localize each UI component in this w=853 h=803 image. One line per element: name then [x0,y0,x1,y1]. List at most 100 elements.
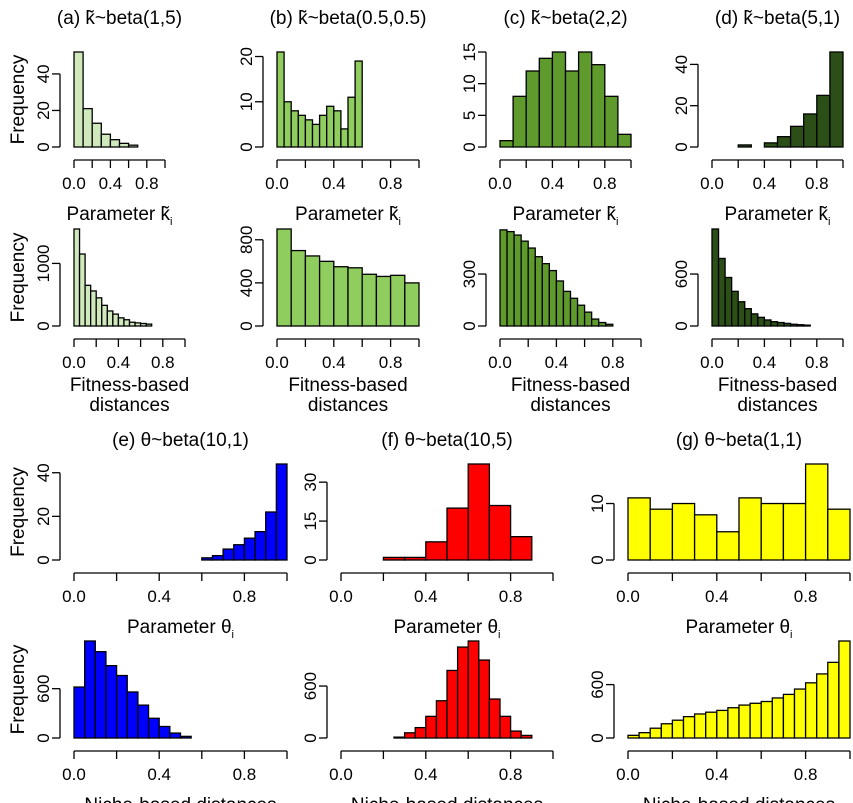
y-tick-label: 800 [237,226,256,254]
bar [91,122,102,148]
bar [73,228,81,327]
x-tick-label: 0.0 [62,174,86,193]
bar [649,727,662,739]
y-tick-label: 30 [301,473,320,492]
bar [737,301,746,327]
bar [757,316,766,327]
bar [318,114,328,148]
bar [403,556,427,561]
bar [717,257,726,327]
x-tick-label: 0.0 [616,765,640,784]
bar [304,119,314,148]
bar [604,95,619,148]
bar [211,554,224,561]
bar [804,682,818,739]
bar [109,139,121,148]
panel-title: (e) θ~beta(10,1) [112,430,249,451]
y-tick-label: 15 [301,512,320,531]
x-axis-label: Parameter k̃i [513,204,619,228]
bar [827,661,840,739]
bar [724,276,733,327]
panel-title: (f) θ~beta(10,5) [381,430,513,451]
x-tick-label: 0.0 [265,174,289,193]
x-axis-label: Fitness-based distances [288,375,407,416]
bar [265,511,278,561]
bar [598,321,607,327]
x-tick-label: 0.8 [794,765,818,784]
x-tick-label: 0.8 [805,174,829,193]
x-tick-label: 0.0 [62,353,86,372]
bar [627,734,640,739]
bar [435,700,448,739]
bar [727,707,740,739]
bar [393,736,406,739]
bar [763,142,779,148]
x-axis-label: Fitness-based distances [511,375,630,416]
bar [527,247,536,327]
bar [796,324,805,327]
x-tick-label: 0.8 [805,353,829,372]
bar [488,504,512,561]
bar [499,229,508,327]
x-axis-label: Parameter k̃i [725,204,831,228]
x-tick-label: 0.0 [488,174,512,193]
bar [275,463,288,561]
bar [347,96,356,148]
x-tick-label: 0.0 [265,353,289,372]
bar [84,640,96,739]
y-tick-label: 10 [588,494,607,513]
x-tick-label: 0.8 [233,587,257,606]
panel-title: (b) k̃~beta(0.5,0.5) [270,8,427,29]
bar [711,228,720,327]
bar [90,290,97,327]
x-tick-label: 0.8 [593,174,617,193]
bar [512,95,527,148]
x-axis-label: Niche-based distances [84,795,276,803]
bar [520,734,533,739]
x-tick-label: 0.4 [705,587,729,606]
x-tick-label: 0.4 [322,353,346,372]
x-tick-label: 0.8 [233,765,257,784]
x-tick-label: 0.0 [700,353,724,372]
bar [134,322,142,327]
y-tick-label: 40 [34,463,53,482]
y-tick-label: 1000 [34,245,53,283]
x-tick-label: 0.4 [99,174,123,193]
y-tick-label: 0 [237,142,256,151]
y-tick-label: 40 [672,55,691,74]
bar [749,702,762,739]
x-tick-label: 0.8 [499,765,523,784]
x-axis-label: Niche-based distances [643,795,835,803]
bar [94,651,107,739]
bar [478,659,491,739]
bar [326,105,335,148]
y-tick-label: 10 [237,92,256,111]
panel-f-bottom: 0.0 0.4 0.8 0 600 Niche-based distances [301,640,554,803]
y-tick-label: 0 [34,733,53,742]
y-tick-label: 600 [588,670,607,698]
bar [73,686,86,739]
bar [804,463,829,561]
bar [716,709,729,739]
x-tick-label: 0.4 [147,587,171,606]
x-tick-label: 0.8 [135,174,159,193]
x-tick-label: 0.8 [379,353,403,372]
y-tick-label: 0 [34,555,53,564]
bar [829,51,844,148]
bar [95,297,103,327]
bar [290,249,307,327]
bar [682,715,696,739]
bar [290,110,299,148]
x-tick-label: 0.4 [705,765,729,784]
bar [520,240,529,327]
bar [106,310,114,327]
bar [297,114,307,148]
bar [760,700,773,739]
bar [816,673,829,739]
x-tick-label: 0.8 [379,174,403,193]
bar [354,60,363,148]
panel-b-top: 0.0 0.4 0.8 0 10 20 Parameter k̃i (b) k̃~beta(0… [237,8,426,228]
x-tick-label: 0.4 [541,174,565,193]
bar [389,274,406,327]
x-tick-label: 0.4 [545,353,569,372]
